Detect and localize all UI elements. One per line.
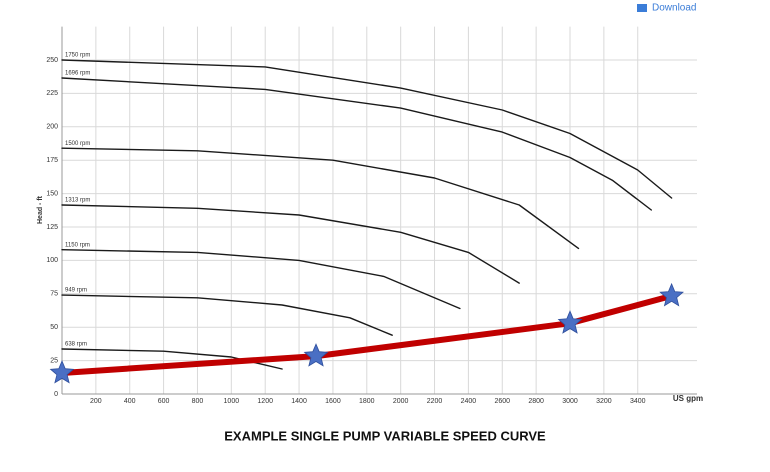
- pump-curve: [61, 77, 652, 211]
- pump-curve: [61, 59, 673, 199]
- x-tick-label: 200: [90, 398, 102, 405]
- x-tick-label: 1000: [224, 398, 240, 405]
- pump-curve: [61, 294, 393, 336]
- y-axis-label: Head - ft: [37, 195, 44, 224]
- curve-label: 1750 rpm: [65, 53, 90, 59]
- x-tick-label: 400: [124, 398, 136, 405]
- chart-title: EXAMPLE SINGLE PUMP VARIABLE SPEED CURVE: [224, 428, 546, 443]
- x-tick-label: 2800: [528, 398, 544, 405]
- x-axis-label: US gpm: [673, 394, 703, 403]
- x-tick-label: 2600: [494, 398, 510, 405]
- system-curve: [59, 292, 675, 376]
- y-tick-label: 175: [46, 157, 58, 164]
- x-tick-label: 1200: [257, 398, 273, 405]
- curve-label: 1313 rpm: [65, 198, 90, 204]
- download-icon[interactable]: [637, 4, 647, 12]
- star-marker: [49, 359, 75, 384]
- star-marker: [557, 310, 583, 334]
- curve-label: 638 rpm: [65, 342, 87, 348]
- x-tick-label: 1800: [359, 398, 375, 405]
- y-tick-label: 150: [46, 190, 58, 197]
- y-tick-label: 50: [50, 324, 58, 331]
- y-tick-label: 75: [50, 291, 58, 298]
- x-tick-label: 2000: [393, 398, 409, 405]
- star-marker: [659, 282, 684, 307]
- y-tick-label: 200: [46, 124, 58, 131]
- y-tick-label: 100: [46, 257, 58, 264]
- x-tick-label: 2400: [461, 398, 477, 405]
- y-tick-label: 0: [54, 391, 58, 398]
- curve-label: 1696 rpm: [65, 71, 90, 77]
- x-tick-label: 3400: [630, 398, 646, 405]
- y-tick-label: 125: [46, 224, 58, 231]
- x-tick-label: 600: [158, 398, 170, 405]
- y-tick-label: 225: [46, 90, 58, 97]
- y-tick-label: 250: [46, 57, 58, 64]
- download-button[interactable]: Download: [652, 3, 696, 14]
- x-tick-label: 1400: [291, 398, 307, 405]
- pump-curve: [61, 249, 461, 310]
- x-tick-label: 3000: [562, 398, 578, 405]
- pump-curve: [61, 204, 520, 284]
- x-tick-label: 1600: [325, 398, 341, 405]
- y-tick-label: 25: [50, 357, 58, 364]
- pump-curve: [61, 147, 580, 250]
- star-marker: [303, 343, 329, 367]
- x-tick-label: 3200: [596, 398, 612, 405]
- x-tick-label: 800: [192, 398, 204, 405]
- curve-label: 1150 rpm: [65, 242, 90, 248]
- curve-label: 1500 rpm: [65, 141, 90, 147]
- curve-label: 949 rpm: [65, 288, 87, 294]
- x-tick-label: 2200: [427, 398, 443, 405]
